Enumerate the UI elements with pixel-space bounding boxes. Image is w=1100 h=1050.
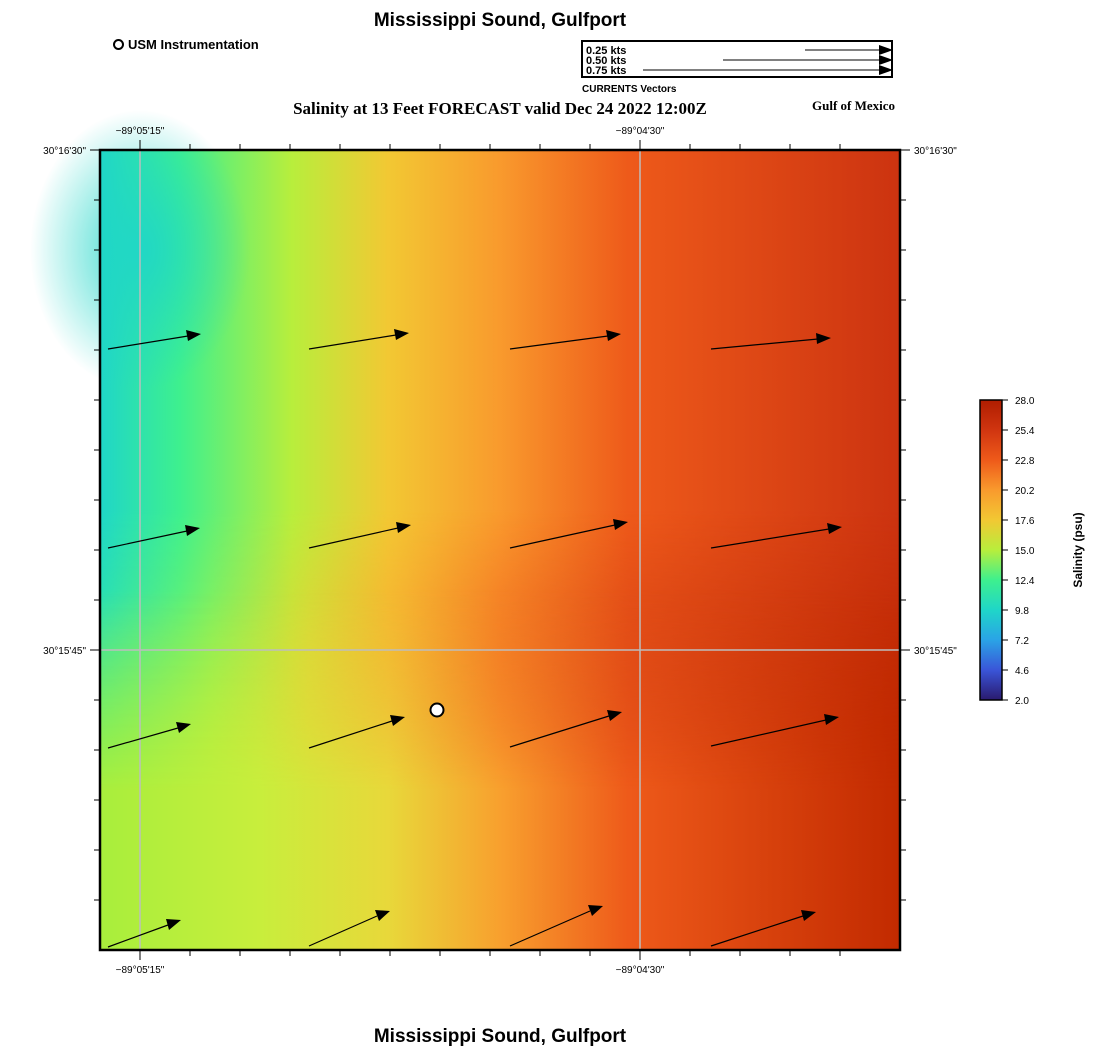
lat-label-right-1: 30°16'30" xyxy=(914,146,957,157)
lat-label-right-2: 30°15'45" xyxy=(914,646,957,657)
current-vector xyxy=(308,910,390,947)
station-marker-icon xyxy=(113,39,124,50)
colorbar-tick: 7.2 xyxy=(1015,636,1029,647)
current-vector xyxy=(509,905,603,947)
current-vector xyxy=(710,910,816,947)
map-footer-title: Mississippi Sound, Gulfport xyxy=(373,1026,627,1047)
lon-label-bottom-1: −89°05'15" xyxy=(116,965,165,976)
colorbar-tick: 9.8 xyxy=(1015,606,1029,617)
lon-label-top-1: −89°05'15" xyxy=(116,126,165,137)
colorbar-tick: 22.8 xyxy=(1015,456,1035,467)
current-vector xyxy=(107,330,201,350)
vector-scale-label-075: 0.75 kts xyxy=(586,65,627,77)
colorbar-tick: 2.0 xyxy=(1015,696,1029,707)
map-gridlines xyxy=(100,150,900,950)
colorbar-tick: 15.0 xyxy=(1015,546,1035,557)
salinity-field xyxy=(30,110,900,950)
vector-scale-arrow-050 xyxy=(879,55,891,65)
colorbar-title: Salinity (psu) xyxy=(1071,512,1085,587)
current-vector xyxy=(509,519,628,549)
vector-scale-arrow-075 xyxy=(879,65,891,75)
current-vector xyxy=(710,714,839,747)
station-marker[interactable] xyxy=(429,702,445,718)
vector-legend-caption: CURRENTS Vectors xyxy=(582,84,677,95)
lat-label-left-1: 30°16'30" xyxy=(43,146,86,157)
colorbar-tick: 25.4 xyxy=(1015,426,1035,437)
salinity-colorbar: 28.0 25.4 22.8 20.2 17.6 15.0 12.4 9.8 7… xyxy=(979,396,1085,707)
vector-scale-arrows xyxy=(643,45,891,75)
map-title: Mississippi Sound, Gulfport xyxy=(373,10,627,31)
current-vector xyxy=(308,329,409,350)
map-subtitle: Salinity at 13 Feet FORECAST valid Dec 2… xyxy=(293,99,707,118)
current-vector xyxy=(107,525,200,549)
current-vectors xyxy=(107,329,842,948)
salinity-map: −89°05'15" −89°04'30" −89°05'15" −89°04'… xyxy=(30,110,1085,976)
colorbar-tick: 17.6 xyxy=(1015,516,1035,527)
vector-scale-label-050: 0.50 kts xyxy=(586,55,627,67)
colorbar-gradient xyxy=(979,399,1003,701)
current-vector xyxy=(308,715,405,749)
station-legend: USM Instrumentation xyxy=(113,37,259,52)
vector-scale-arrow-025 xyxy=(879,45,891,55)
vector-scale-label-025: 0.25 kts xyxy=(586,45,627,57)
current-vector xyxy=(710,523,842,549)
colorbar-tick: 4.6 xyxy=(1015,666,1029,677)
lon-label-top-2: −89°04'30" xyxy=(616,126,665,137)
current-vector xyxy=(710,333,831,350)
region-label: Gulf of Mexico xyxy=(812,98,896,113)
current-vector xyxy=(509,330,621,350)
lat-label-left-2: 30°15'45" xyxy=(43,646,86,657)
current-vector xyxy=(308,522,411,549)
station-legend-label: USM Instrumentation xyxy=(128,37,259,52)
colorbar-tick: 12.4 xyxy=(1015,576,1035,587)
vector-scale-legend: 0.25 kts 0.50 kts 0.75 kts xyxy=(581,40,893,78)
lon-label-bottom-2: −89°04'30" xyxy=(616,965,665,976)
current-vector xyxy=(107,919,181,948)
colorbar-tick: 20.2 xyxy=(1015,486,1035,497)
current-vector xyxy=(509,710,622,748)
current-vector xyxy=(107,722,191,749)
colorbar-tick: 28.0 xyxy=(1015,396,1035,407)
map-frame-ticks xyxy=(90,140,910,960)
